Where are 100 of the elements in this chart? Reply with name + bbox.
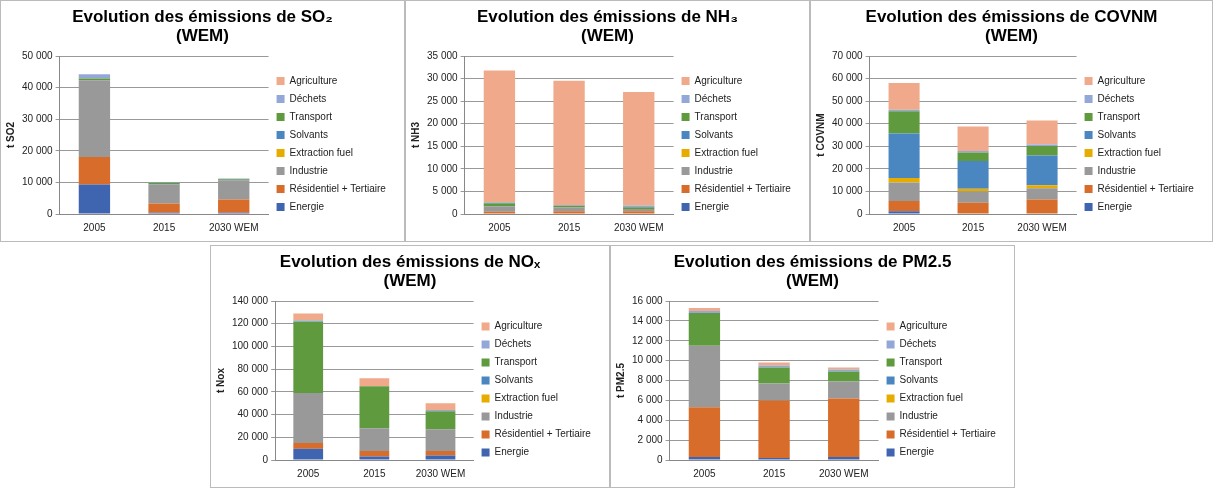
y-tick-label: 30 000	[21, 112, 54, 124]
legend-label: Résidentiel + Tertiaire	[899, 428, 997, 440]
y-tick-label: 30 000	[426, 72, 459, 84]
y-axis-title: t PM2.5	[614, 362, 626, 399]
y-tick-label: 20 000	[21, 144, 54, 156]
y-tick-label: 4 000	[637, 414, 664, 425]
x-tick-label: 2005	[693, 467, 716, 479]
y-tick-label: 25 000	[426, 94, 459, 106]
legend-label: Résidentiel + Tertiaire	[289, 182, 387, 194]
y-axis-title: t SO2	[4, 121, 16, 149]
y-tick-label: 70 000	[831, 49, 864, 61]
legend-label: Industrie	[694, 164, 734, 176]
y-tick-label: 15 000	[426, 140, 459, 152]
x-tick-label: 2015	[557, 221, 581, 233]
x-tick-label: 2005	[83, 221, 106, 233]
legend-label: Industrie	[899, 410, 939, 422]
y-tick-label: 40 000	[21, 81, 54, 93]
y-tick-label: 40 000	[237, 408, 269, 420]
legend-label: Agriculture	[289, 74, 338, 86]
x-tick-label: 2015	[363, 467, 386, 479]
chart-title: Evolution des émissions de COVNM (WEM)	[864, 7, 1159, 47]
legend-label: Résidentiel + Tertiaire	[694, 182, 792, 194]
legend-label: Déchets	[1097, 92, 1135, 104]
y-tick-label: 16 000	[631, 294, 664, 306]
y-tick-label: 20 000	[831, 162, 864, 174]
y-axis-title: t NH3	[409, 121, 421, 149]
y-tick-label: 0	[857, 207, 864, 219]
chart-title: Evolution des émissions de PM2.5 (WEM)	[672, 252, 953, 292]
y-tick-label: 40 000	[831, 117, 864, 129]
y-tick-label: 10 000	[426, 162, 459, 174]
y-tick-label: 0	[262, 453, 269, 465]
legend-label: Extraction fuel	[1097, 146, 1161, 158]
legend-label: Résidentiel + Tertiaire	[494, 428, 592, 440]
y-tick-label: 50 000	[831, 94, 864, 106]
y-tick-label: 50 000	[21, 49, 54, 61]
y-tick-label: 60 000	[237, 385, 269, 397]
y-tick-label: 6 000	[637, 394, 664, 406]
legend-label: Solvants	[694, 128, 733, 140]
legend-label: Déchets	[694, 92, 732, 104]
y-tick-label: 10 000	[631, 354, 664, 366]
legend-label: Energie	[289, 200, 325, 212]
y-tick-label: 10 000	[21, 176, 54, 188]
y-tick-label: 60 000	[831, 72, 864, 84]
y-axis-title: t COVNM	[814, 113, 826, 157]
legend-label: Industrie	[289, 164, 329, 176]
legend-label: Extraction fuel	[494, 392, 558, 404]
y-tick-label: 8 000	[637, 374, 664, 386]
y-tick-label: 0	[452, 207, 459, 219]
legend-label: Agriculture	[494, 320, 543, 332]
x-tick-label: 2030 WEM	[614, 221, 664, 233]
legend-label: Déchets	[494, 338, 532, 350]
y-tick-label: 0	[47, 207, 54, 219]
legend-label: Transport	[494, 356, 538, 368]
legend-label: Solvants	[494, 374, 533, 386]
y-tick-label: 12 000	[631, 334, 664, 346]
legend-label: Solvants	[899, 374, 938, 386]
y-tick-label: 2 000	[637, 433, 664, 445]
legend-label: Solvants	[289, 128, 328, 140]
y-tick-label: 0	[657, 453, 664, 465]
legend-label: Transport	[289, 110, 333, 122]
legend-label: Extraction fuel	[289, 146, 353, 158]
legend-label: Transport	[1097, 110, 1141, 122]
x-tick-label: 2015	[961, 221, 985, 233]
y-axis-title: t Nox	[214, 367, 226, 393]
x-tick-label: 2015	[152, 221, 176, 233]
legend-label: Déchets	[289, 92, 327, 104]
y-tick-label: 14 000	[631, 314, 664, 326]
x-tick-label: 2030 WEM	[209, 221, 259, 233]
legend-label: Energie	[694, 200, 730, 212]
legend-label: Extraction fuel	[899, 392, 963, 404]
x-tick-label: 2030 WEM	[819, 467, 869, 479]
legend-label: Agriculture	[1097, 74, 1146, 86]
legend-label: Energie	[899, 446, 935, 458]
y-tick-label: 100 000	[231, 340, 269, 352]
legend-label: Agriculture	[694, 74, 743, 86]
legend-label: Extraction fuel	[694, 146, 758, 158]
legend-label: Industrie	[494, 410, 534, 422]
legend-label: Industrie	[1097, 164, 1137, 176]
y-tick-label: 20 000	[237, 431, 269, 443]
y-tick-label: 140 000	[231, 294, 269, 306]
x-tick-label: 2005	[297, 467, 320, 479]
x-tick-label: 2015	[762, 467, 786, 479]
chart-title: Evolution des émissions de SO₂ (WEM)	[71, 7, 334, 47]
legend-label: Agriculture	[899, 320, 948, 332]
x-tick-label: 2005	[892, 221, 916, 233]
x-tick-label: 2030 WEM	[415, 467, 466, 479]
y-tick-label: 20 000	[426, 117, 459, 129]
y-tick-label: 120 000	[231, 317, 269, 329]
chart-title: Evolution des émissions de NH₃ (WEM)	[476, 7, 739, 47]
y-tick-label: 35 000	[426, 49, 459, 61]
legend-label: Déchets	[899, 338, 937, 350]
y-tick-label: 10 000	[831, 185, 864, 197]
y-tick-label: 80 000	[237, 362, 269, 374]
chart-title: Evolution des émissions de NOₓ (WEM)	[278, 252, 542, 292]
legend-label: Résidentiel + Tertiaire	[1097, 182, 1195, 194]
legend-label: Transport	[694, 110, 738, 122]
legend-label: Solvants	[1097, 128, 1136, 140]
y-tick-label: 30 000	[831, 140, 864, 152]
legend-label: Energie	[494, 446, 530, 458]
legend-label: Transport	[899, 356, 943, 368]
